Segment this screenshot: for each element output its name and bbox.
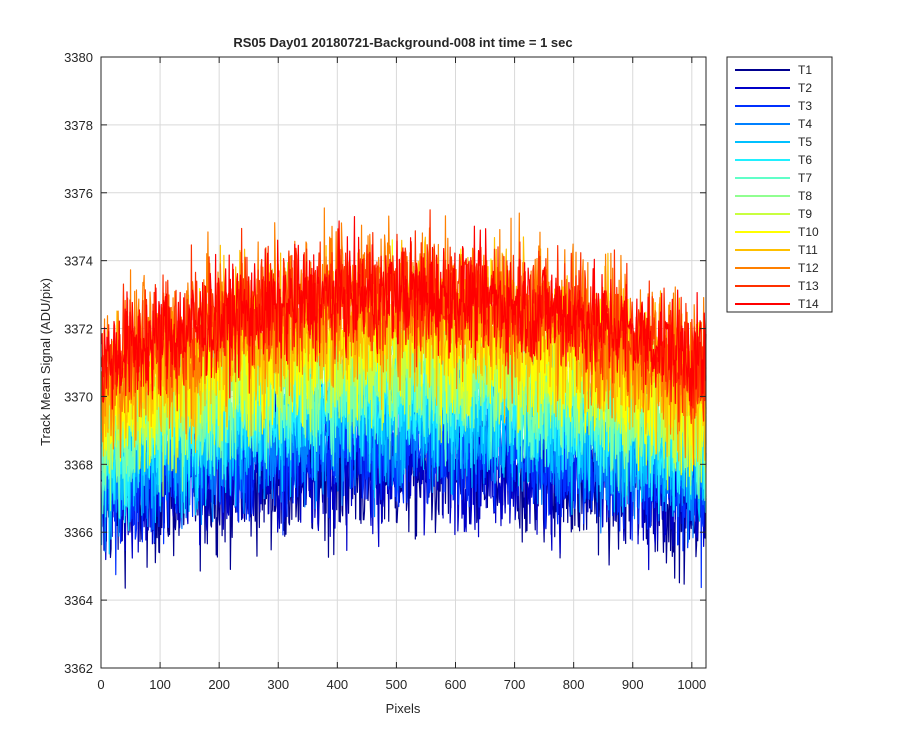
legend-entry-label: T3 bbox=[798, 99, 812, 113]
chart-title: RS05 Day01 20180721-Background-008 int t… bbox=[233, 35, 572, 50]
x-tick-label: 600 bbox=[445, 677, 467, 692]
y-tick-label: 3374 bbox=[64, 254, 93, 269]
legend-entry-label: T7 bbox=[798, 171, 812, 185]
series-line-t14 bbox=[100, 216, 707, 410]
legend-entry-label: T1 bbox=[798, 63, 812, 77]
legend-entry-label: T14 bbox=[798, 297, 819, 311]
y-tick-label: 3370 bbox=[64, 389, 93, 404]
series-lines bbox=[100, 207, 707, 589]
y-tick-label: 3362 bbox=[64, 661, 93, 676]
x-tick-label: 300 bbox=[267, 677, 289, 692]
legend-entry-label: T12 bbox=[798, 261, 819, 275]
x-axis-label: Pixels bbox=[386, 701, 421, 716]
legend: T1 T2 T3 T4 T5 T6 T7 T8 T9 T10 T11 T12 T13 T14 bbox=[726, 56, 833, 313]
legend-entry-label: T9 bbox=[798, 207, 812, 221]
y-tick-label: 3368 bbox=[64, 457, 93, 472]
y-tick-label: 3366 bbox=[64, 525, 93, 540]
x-tick-label: 700 bbox=[504, 677, 526, 692]
legend-box bbox=[726, 56, 833, 313]
x-tick-label: 200 bbox=[208, 677, 230, 692]
y-tick-label: 3378 bbox=[64, 118, 93, 133]
x-tick-label: 100 bbox=[149, 677, 171, 692]
plot-area bbox=[100, 56, 707, 669]
y-tick-label: 3372 bbox=[64, 322, 93, 337]
y-tick-label: 3376 bbox=[64, 186, 93, 201]
y-tick-label: 3364 bbox=[64, 593, 93, 608]
legend-entry-label: T2 bbox=[798, 81, 812, 95]
legend-entry-label: T5 bbox=[798, 135, 812, 149]
legend-entry-label: T4 bbox=[798, 117, 812, 131]
x-tick-label: 400 bbox=[326, 677, 348, 692]
x-tick-label: 0 bbox=[97, 677, 104, 692]
legend-entry-label: T10 bbox=[798, 225, 819, 239]
legend-entry-label: T8 bbox=[798, 189, 812, 203]
x-tick-label: 1000 bbox=[677, 677, 706, 692]
x-tick-label: 500 bbox=[386, 677, 408, 692]
axis-ticks: 0 100 200 300 400 500 600 700 800 900 1000 3362 3364… bbox=[64, 50, 706, 692]
legend-entry-label: T13 bbox=[798, 279, 819, 293]
legend-entry-label: T11 bbox=[798, 243, 818, 257]
y-tick-label: 3380 bbox=[64, 50, 93, 65]
x-tick-label: 800 bbox=[563, 677, 585, 692]
legend-entry-label: T6 bbox=[798, 153, 812, 167]
y-axis-label: Track Mean Signal (ADU/pix) bbox=[38, 278, 53, 446]
series-line-t5 bbox=[100, 322, 707, 555]
x-tick-label: 900 bbox=[622, 677, 644, 692]
